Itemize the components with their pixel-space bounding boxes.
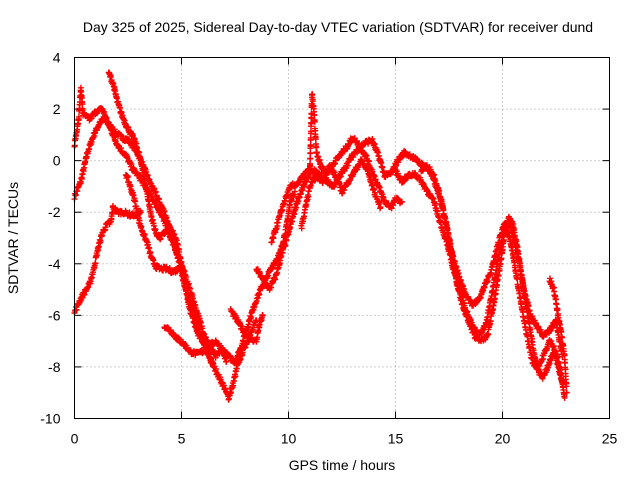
- data-point: [447, 240, 454, 247]
- data-point: [210, 363, 217, 370]
- data-points: [71, 69, 570, 403]
- x-tick-labels: 0 5 10 15 20 25: [71, 431, 618, 447]
- x-tick-label: 20: [495, 431, 511, 447]
- data-point: [398, 198, 405, 205]
- data-point: [311, 111, 318, 118]
- data-point: [141, 176, 148, 183]
- data-point: [137, 209, 144, 216]
- data-point: [307, 155, 314, 162]
- data-point: [307, 162, 314, 169]
- data-point: [305, 193, 312, 200]
- data-point: [371, 186, 378, 193]
- data-point: [133, 205, 140, 212]
- y-axis-label: SDTVAR / TECUs: [5, 182, 21, 294]
- x-tick-label: 0: [71, 431, 79, 447]
- data-point: [309, 91, 316, 98]
- data-point: [128, 161, 135, 168]
- plot-frame: [74, 57, 610, 419]
- series-track-13: [546, 275, 570, 396]
- data-point: [485, 331, 492, 338]
- y-tick-label: 0: [53, 153, 61, 169]
- data-point: [246, 318, 253, 325]
- data-point: [176, 265, 183, 272]
- data-point: [563, 383, 570, 390]
- data-point: [445, 231, 452, 237]
- data-point: [561, 394, 568, 401]
- data-point: [92, 260, 99, 267]
- chart-title: Day 325 of 2025, Sidereal Day-to-day VTE…: [83, 19, 593, 35]
- y-tick-label: -2: [48, 204, 61, 220]
- series-track-12: [418, 162, 566, 360]
- grid-lines: [74, 57, 610, 419]
- data-point: [75, 113, 82, 120]
- data-point: [232, 373, 239, 380]
- y-tick-label: -6: [48, 307, 61, 323]
- data-point: [490, 259, 497, 266]
- y-tick-labels: -10 -8 -6 -4 -2 0 2 4: [40, 50, 60, 427]
- series-track-11: [392, 166, 566, 386]
- x-tick-label: 5: [178, 431, 186, 447]
- data-point: [223, 358, 230, 365]
- data-point: [377, 204, 384, 211]
- data-point: [563, 389, 570, 396]
- y-tick-label: 2: [53, 101, 61, 117]
- y-tick-label: -10: [40, 411, 60, 427]
- data-point: [141, 231, 148, 238]
- y-tick-label: -4: [48, 256, 61, 272]
- x-tick-label: 10: [281, 431, 297, 447]
- data-point: [311, 118, 318, 125]
- data-point: [559, 334, 566, 341]
- series-track-7: [227, 306, 266, 345]
- data-point: [282, 242, 289, 249]
- data-point: [130, 192, 137, 199]
- data-point: [259, 312, 266, 319]
- x-axis-label: GPS time / hours: [289, 457, 396, 473]
- data-point: [146, 245, 153, 252]
- x-tick-label: 15: [388, 431, 404, 447]
- data-point: [458, 277, 464, 284]
- data-point: [436, 187, 443, 194]
- y-tick-label: 4: [53, 50, 61, 66]
- axis-ticks: [74, 57, 610, 419]
- y-tick-label: -8: [48, 359, 61, 375]
- series-track-6: [161, 324, 230, 365]
- series-track-10: [298, 156, 384, 232]
- series-track-4: [105, 69, 217, 370]
- x-tick-label: 25: [602, 431, 618, 447]
- series-track-3: [71, 203, 144, 316]
- series-track-5: [122, 171, 183, 276]
- data-point: [376, 199, 383, 206]
